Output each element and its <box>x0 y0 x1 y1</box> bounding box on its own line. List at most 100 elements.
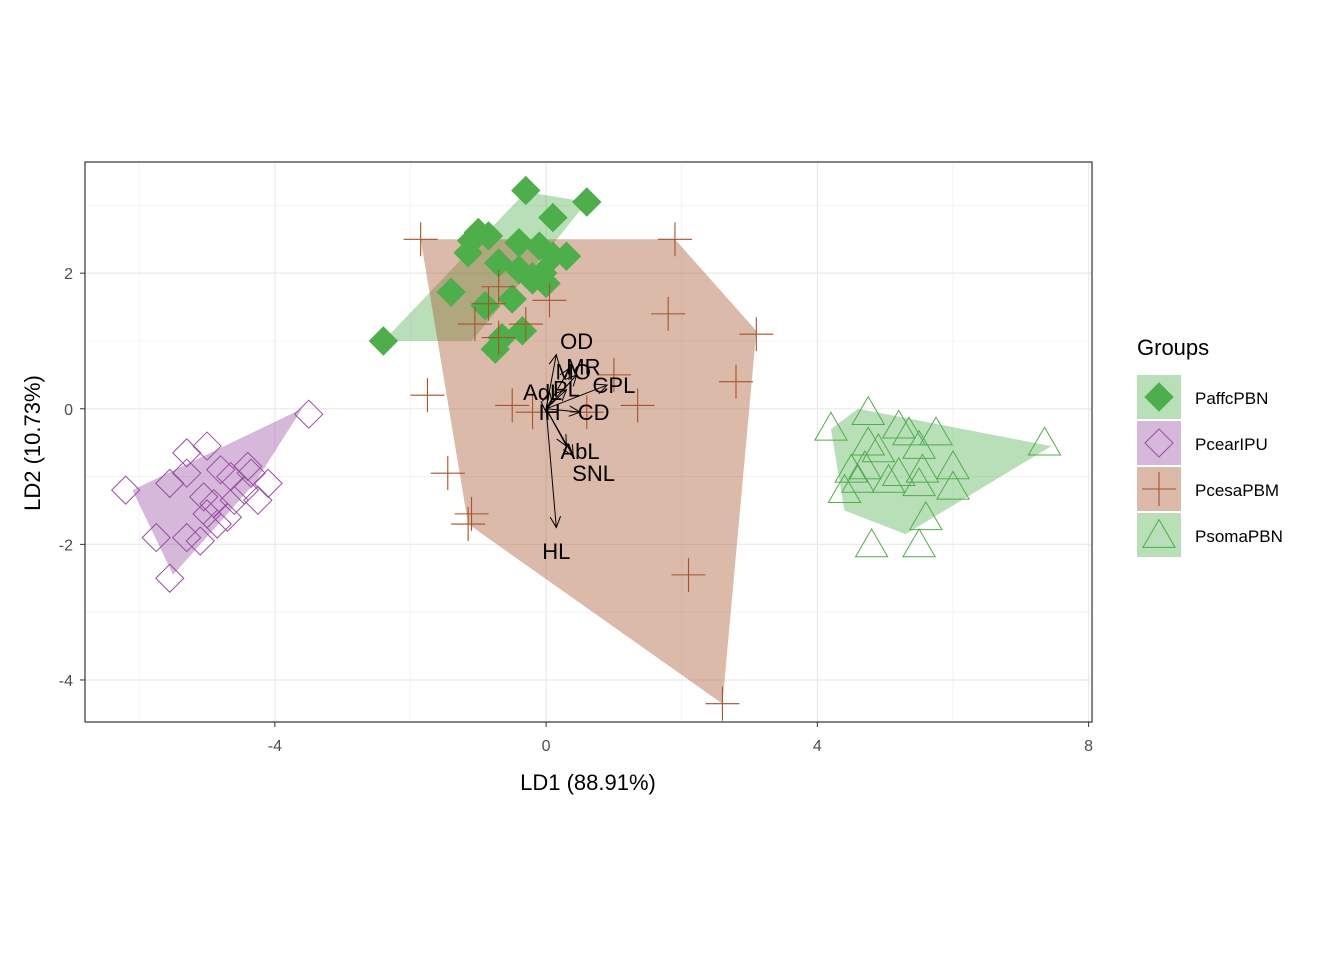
point-psomapbn <box>847 450 882 480</box>
arrow-label: MO <box>556 359 591 384</box>
point-paffcpbn <box>572 187 602 217</box>
x-tick-label: 8 <box>1084 738 1093 755</box>
x-axis-ticks: -4 0 4 8 <box>268 722 1093 755</box>
hull-pcesapbm <box>420 239 757 704</box>
group-hulls <box>132 191 1052 704</box>
point-paffcpbn <box>436 277 466 307</box>
point-pcesapbm <box>457 307 492 342</box>
legend-label: PcearIPU <box>1195 435 1268 454</box>
arrow-line <box>546 408 581 413</box>
hull-pcearipu <box>132 408 302 575</box>
arrow-line <box>545 408 574 457</box>
arrow-cpl: CPL <box>545 373 636 410</box>
arrow-head <box>565 374 578 387</box>
point-pcesapbm <box>508 307 543 342</box>
point-psomapbn <box>905 453 940 483</box>
point-paffcpbn <box>453 238 483 268</box>
point-pcesapbm <box>430 456 465 491</box>
arrow-label: AbL <box>560 439 599 464</box>
x-axis-title: LD1 (88.91%) <box>520 770 656 795</box>
point-pcearipu <box>1144 428 1174 458</box>
legend: Groups PaffcPBN PcearIPU PcesaPBM PsomaPBN <box>1137 335 1283 557</box>
arrow-line <box>545 367 571 410</box>
legend-label: PaffcPBN <box>1195 389 1268 408</box>
y-axis-title: LD2 (10.73%) <box>20 375 45 511</box>
point-pcesapbm <box>651 296 686 331</box>
point-psomapbn <box>871 463 906 493</box>
x-tick-label: -4 <box>268 738 282 755</box>
point-psomapbn <box>1027 426 1062 456</box>
arrow-cd: CD <box>546 400 609 425</box>
point-pcesapbm <box>596 357 631 392</box>
point-psomapbn <box>834 453 869 483</box>
point-pcesapbm <box>515 395 550 430</box>
point-pcesapbm <box>705 686 740 721</box>
point-pcesapbm <box>739 317 774 352</box>
point-pcearipu <box>253 468 283 499</box>
arrow-label: CD <box>578 400 610 425</box>
point-pcesapbm <box>410 378 445 413</box>
point-pcearipu <box>233 451 263 482</box>
arrow-label: SNL <box>572 461 615 486</box>
legend-item-pcearipu: PcearIPU <box>1137 421 1268 465</box>
point-pcesapbm <box>671 557 706 592</box>
x-tick-label: 0 <box>542 738 551 755</box>
arrow-head <box>563 444 574 458</box>
point-psomapbn <box>851 395 886 425</box>
arrow-label: MR <box>566 355 600 380</box>
arrow-line <box>545 408 557 528</box>
point-paffcpbn <box>538 202 568 233</box>
point-paffcpbn <box>511 175 541 206</box>
arrow-pl: PL <box>545 376 580 410</box>
point-pcesapbm <box>620 388 655 423</box>
arrow-label: PL <box>553 376 580 401</box>
arrow-label: CPL <box>593 373 636 398</box>
y-tick-label: -2 <box>59 537 73 554</box>
point-pcesapbm <box>657 222 692 257</box>
point-psomapbn <box>902 429 937 459</box>
point-pcesapbm <box>1142 472 1176 506</box>
point-psomapbn <box>908 500 943 531</box>
legend-item-psomapbn: PsomaPBN <box>1137 513 1283 557</box>
point-psomapbn <box>881 456 916 487</box>
arrow-label: OD <box>560 329 593 354</box>
point-psomapbn <box>854 527 889 558</box>
arrow-line <box>545 384 608 410</box>
point-psomapbn <box>919 416 954 446</box>
point-paffcpbn <box>480 334 510 364</box>
point-pcearipu <box>202 509 232 539</box>
legend-label: PsomaPBN <box>1195 527 1283 546</box>
point-psomapbn <box>1142 518 1176 548</box>
arrow-label: IH <box>539 400 561 425</box>
point-pcesapbm <box>451 507 486 542</box>
point-paffcpbn <box>538 241 568 271</box>
panel-border <box>84 161 1093 723</box>
point-paffcpbn <box>524 231 555 261</box>
arrow-label: AdL <box>523 380 562 405</box>
point-pcearipu <box>185 526 215 556</box>
point-pcearipu <box>192 431 222 461</box>
arrow-hl: HL <box>542 408 570 564</box>
point-pcesapbm <box>403 222 438 257</box>
point-paffcpbn <box>517 265 548 295</box>
point-psomapbn <box>881 409 916 439</box>
arrow-mr: MR <box>545 355 601 410</box>
arrow-snl: SNL <box>545 408 615 486</box>
point-pcearipu <box>155 468 185 499</box>
point-pcesapbm <box>454 496 489 531</box>
point-pcearipu <box>219 485 249 516</box>
arrow-head <box>559 367 571 381</box>
point-pcearipu <box>188 482 219 512</box>
point-psomapbn <box>891 416 926 446</box>
arrow-head <box>556 434 568 448</box>
point-pcearipu <box>110 475 141 505</box>
point-psomapbn <box>841 463 876 493</box>
legend-item-paffcpbn: PaffcPBN <box>1137 375 1268 419</box>
point-psomapbn <box>902 527 937 558</box>
arrow-head <box>554 389 568 402</box>
legend-title: Groups <box>1137 335 1209 360</box>
point-pcesapbm <box>495 388 530 423</box>
legend-item-pcesapbm: PcesaPBM <box>1137 467 1279 511</box>
